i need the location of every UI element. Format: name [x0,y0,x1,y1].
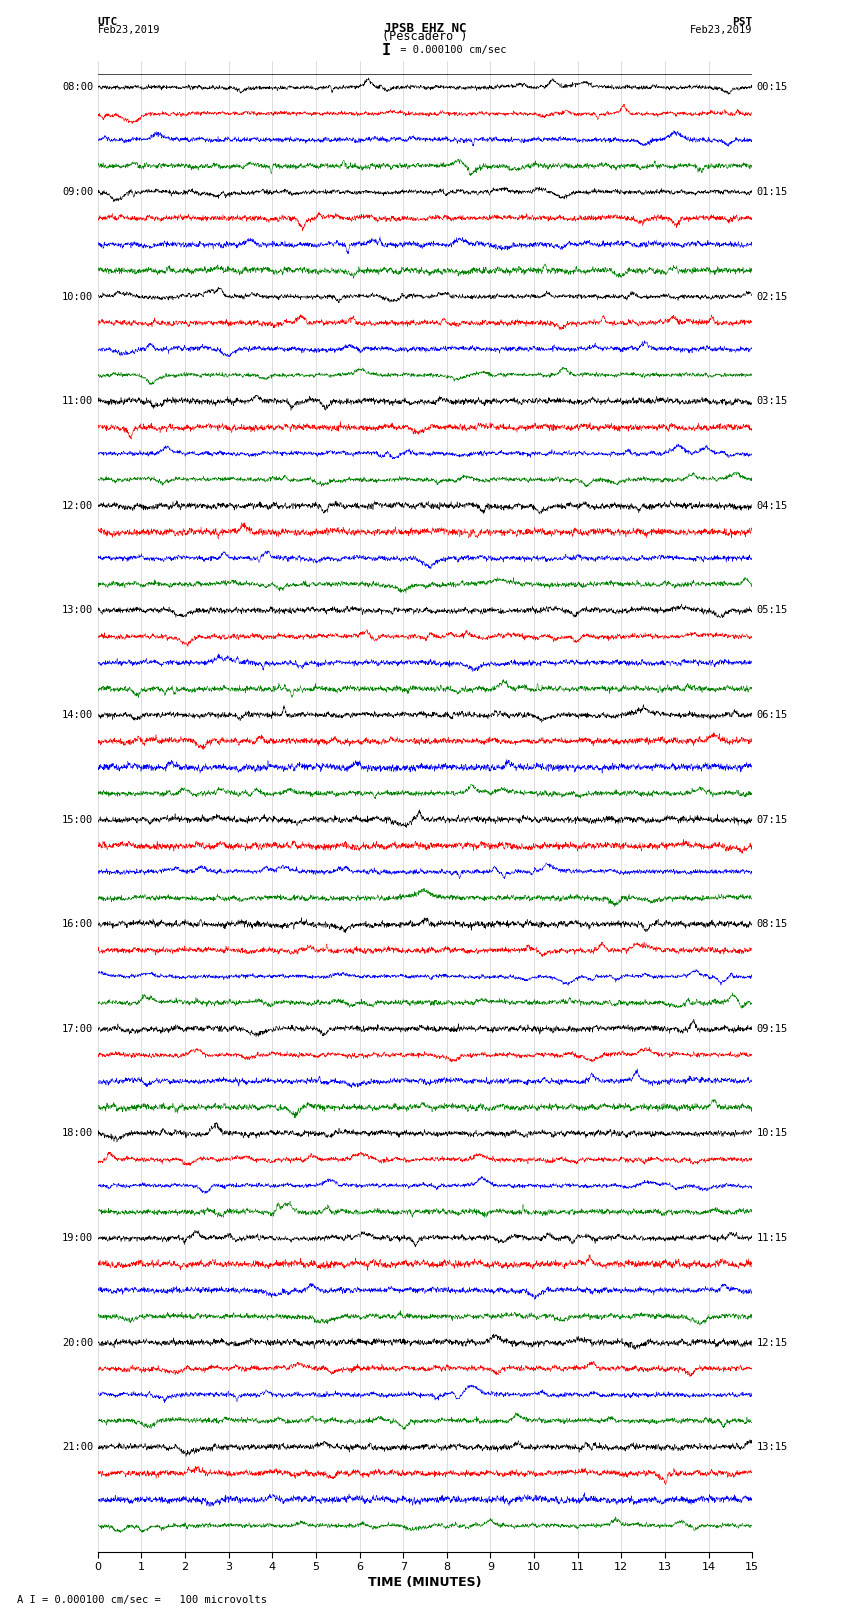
Text: 16:00: 16:00 [62,919,94,929]
Text: 00:15: 00:15 [756,82,788,92]
Text: PST: PST [732,16,752,26]
Text: 20:00: 20:00 [62,1337,94,1347]
Text: (Pescadero ): (Pescadero ) [382,29,468,44]
Text: JPSB EHZ NC: JPSB EHZ NC [383,21,467,35]
Text: 09:15: 09:15 [756,1024,788,1034]
Text: 14:00: 14:00 [62,710,94,719]
Text: 10:00: 10:00 [62,292,94,302]
Text: A I = 0.000100 cm/sec =   100 microvolts: A I = 0.000100 cm/sec = 100 microvolts [17,1595,267,1605]
Text: 10:15: 10:15 [756,1129,788,1139]
Text: 12:00: 12:00 [62,500,94,511]
Text: = 0.000100 cm/sec: = 0.000100 cm/sec [394,45,506,55]
Text: 18:00: 18:00 [62,1129,94,1139]
Text: 11:15: 11:15 [756,1232,788,1244]
Text: 08:00: 08:00 [62,82,94,92]
Text: 13:00: 13:00 [62,605,94,616]
Text: 12:15: 12:15 [756,1337,788,1347]
Text: I: I [382,42,391,58]
Text: 01:15: 01:15 [756,187,788,197]
Text: 17:00: 17:00 [62,1024,94,1034]
Text: 15:00: 15:00 [62,815,94,824]
Text: 08:15: 08:15 [756,919,788,929]
Text: UTC: UTC [98,16,118,26]
Text: 02:15: 02:15 [756,292,788,302]
Text: 04:15: 04:15 [756,500,788,511]
Text: 09:00: 09:00 [62,187,94,197]
Text: 21:00: 21:00 [62,1442,94,1452]
Text: 03:15: 03:15 [756,397,788,406]
Text: Feb23,2019: Feb23,2019 [689,24,752,35]
Text: 19:00: 19:00 [62,1232,94,1244]
Text: 06:15: 06:15 [756,710,788,719]
Text: 07:15: 07:15 [756,815,788,824]
X-axis label: TIME (MINUTES): TIME (MINUTES) [368,1576,482,1589]
Text: 05:15: 05:15 [756,605,788,616]
Text: 13:15: 13:15 [756,1442,788,1452]
Text: 11:00: 11:00 [62,397,94,406]
Text: Feb23,2019: Feb23,2019 [98,24,161,35]
